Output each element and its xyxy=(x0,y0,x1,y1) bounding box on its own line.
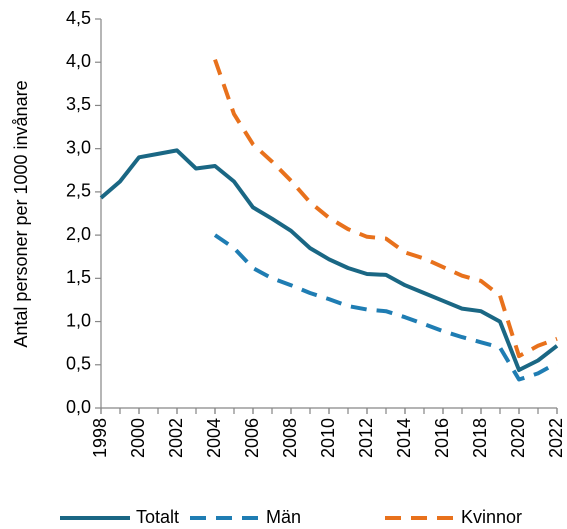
y-tick-label: 0,0 xyxy=(66,397,91,417)
x-tick-label: 2002 xyxy=(166,418,186,458)
x-tick-label: 2022 xyxy=(546,418,566,458)
y-axis-label: Antal personer per 1000 invånare xyxy=(11,80,31,347)
x-tick-label: 1998 xyxy=(90,418,110,458)
y-tick-label: 2,0 xyxy=(66,224,91,244)
x-tick-label: 2016 xyxy=(432,418,452,458)
x-tick-label: 2014 xyxy=(394,418,414,458)
series-line xyxy=(213,58,558,359)
series-line xyxy=(213,233,558,382)
y-tick-label: 2,5 xyxy=(66,181,91,201)
legend-label: Män xyxy=(266,507,301,527)
x-tick-label: 2000 xyxy=(128,418,148,458)
x-tick-label: 2010 xyxy=(318,418,338,458)
y-tick-label: 3,0 xyxy=(66,137,91,157)
x-tick-label: 2004 xyxy=(204,418,224,458)
legend-label: Kvinnor xyxy=(461,507,522,527)
y-tick-label: 1,0 xyxy=(66,310,91,330)
y-tick-label: 4,0 xyxy=(66,51,91,71)
y-tick-label: 3,5 xyxy=(66,94,91,114)
y-tick-label: 1,5 xyxy=(66,267,91,287)
series-line xyxy=(99,148,559,372)
x-tick-label: 2006 xyxy=(242,418,262,458)
y-tick-label: 0,5 xyxy=(66,354,91,374)
x-tick-label: 2018 xyxy=(470,418,490,458)
x-tick-label: 2012 xyxy=(356,418,376,458)
y-tick-label: 4,5 xyxy=(66,8,91,28)
x-tick-label: 2008 xyxy=(280,418,300,458)
x-tick-label: 2020 xyxy=(508,418,528,458)
legend-label: Totalt xyxy=(136,507,179,527)
